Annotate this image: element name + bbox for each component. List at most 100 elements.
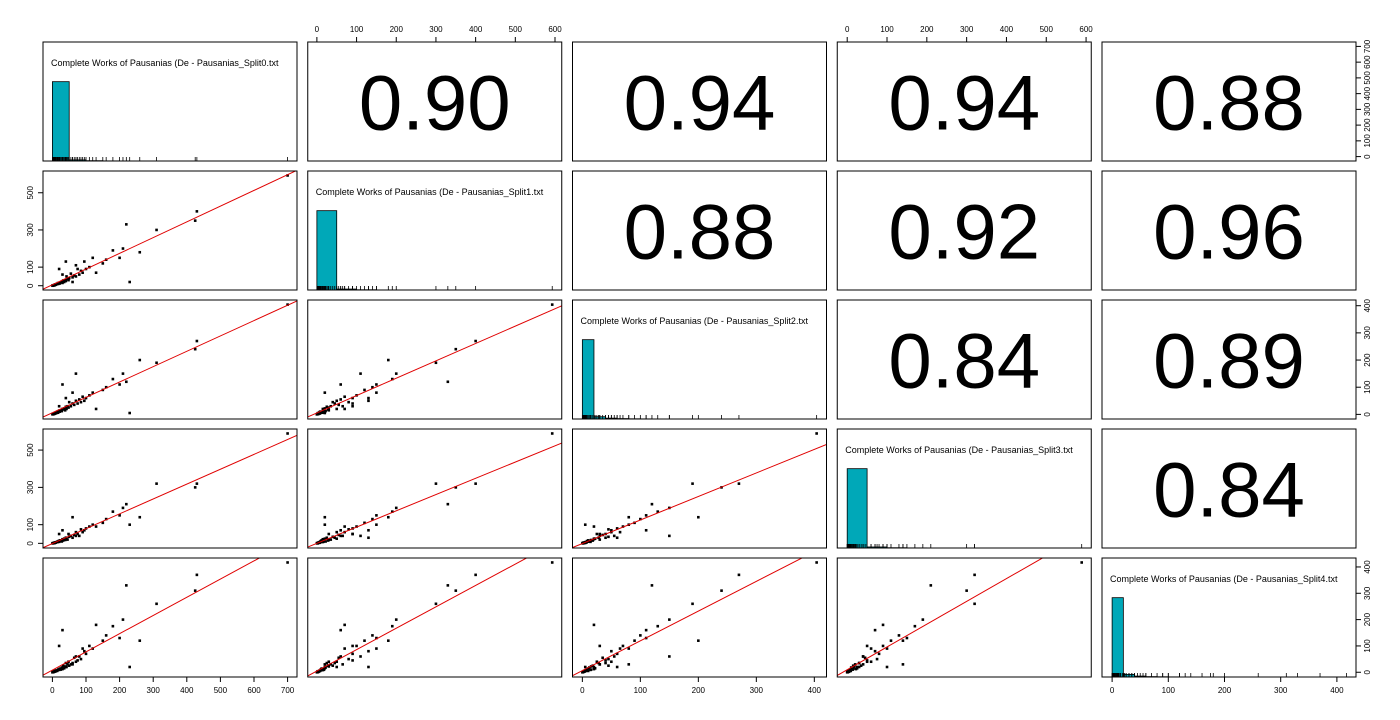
y-tick-label: 700 bbox=[1363, 39, 1372, 53]
scatter-point bbox=[69, 404, 73, 408]
scatter-point bbox=[81, 271, 84, 275]
scatter-point bbox=[91, 523, 95, 526]
scatter-point bbox=[434, 361, 438, 365]
scatter-point bbox=[286, 174, 289, 177]
panel: 0.84 bbox=[1101, 428, 1357, 549]
scatter-point bbox=[71, 663, 74, 666]
correlation-value: 0.89 bbox=[1153, 317, 1305, 405]
scatter-point bbox=[323, 407, 327, 410]
scatter-point bbox=[592, 623, 596, 627]
x-tick-label: 200 bbox=[113, 686, 127, 695]
scatter-point bbox=[390, 377, 394, 381]
scatter-point bbox=[375, 514, 378, 517]
scatter-point bbox=[325, 405, 329, 409]
scatter-point bbox=[83, 399, 86, 403]
scatter-point bbox=[76, 267, 79, 271]
scatter-point bbox=[387, 358, 390, 362]
y-tick-label: 500 bbox=[1363, 71, 1372, 85]
scatter-point bbox=[128, 411, 131, 415]
fit-line bbox=[837, 558, 1044, 676]
scatter-point bbox=[94, 407, 98, 411]
scatter-point bbox=[67, 400, 71, 404]
scatter-point bbox=[58, 667, 62, 670]
scatter-point bbox=[341, 663, 344, 666]
scatter-point bbox=[286, 432, 289, 435]
scatter-point bbox=[859, 664, 863, 667]
scatter-point bbox=[335, 665, 339, 669]
scatter-point bbox=[121, 506, 125, 510]
scatter-point bbox=[333, 536, 337, 540]
scatter-point bbox=[367, 399, 370, 403]
scatter-point bbox=[351, 532, 354, 536]
scatter-point bbox=[63, 409, 67, 412]
scatter-point bbox=[737, 573, 741, 577]
x-tick-label: 100 bbox=[1162, 686, 1176, 695]
scatter-point bbox=[359, 655, 362, 658]
scatter-point bbox=[610, 660, 613, 664]
scatter-point bbox=[67, 664, 71, 667]
scatter-point bbox=[639, 517, 642, 521]
panel-border bbox=[1101, 428, 1357, 549]
scatter-point bbox=[118, 383, 121, 386]
scatter-point bbox=[363, 639, 366, 642]
scatter-point bbox=[323, 515, 327, 519]
panel bbox=[836, 557, 1092, 678]
scatter-point bbox=[326, 664, 330, 667]
panel-border bbox=[836, 170, 1092, 291]
scatter-point bbox=[125, 223, 128, 226]
scatter-point bbox=[474, 339, 477, 343]
scatter-point bbox=[337, 403, 341, 407]
scatter-point bbox=[583, 665, 587, 669]
scatter-point bbox=[67, 406, 70, 409]
panel-border bbox=[307, 428, 563, 549]
variable-label: Complete Works of Pausanias (De - Pausan… bbox=[1110, 574, 1338, 584]
scatter-point bbox=[72, 403, 76, 407]
scatter-point bbox=[51, 412, 54, 416]
scatter-point bbox=[111, 510, 115, 513]
scatter-point bbox=[74, 660, 78, 664]
scatter-point bbox=[195, 210, 199, 213]
scatter-point bbox=[67, 276, 71, 280]
scatter-point bbox=[627, 647, 631, 650]
scatter-point bbox=[335, 660, 339, 664]
panel bbox=[572, 557, 827, 678]
scatter-point bbox=[74, 275, 78, 278]
panel-border bbox=[572, 41, 827, 162]
scatter-point bbox=[375, 391, 378, 394]
scatter-point bbox=[125, 502, 128, 506]
scatter-point bbox=[550, 303, 554, 306]
scatter-point bbox=[337, 656, 341, 660]
scatter-point bbox=[325, 536, 329, 540]
scatter-point bbox=[327, 660, 331, 664]
scatter-point bbox=[650, 584, 654, 587]
scatter-point bbox=[331, 400, 335, 404]
y-tick-label: 0 bbox=[26, 283, 35, 288]
scatter-point bbox=[650, 502, 654, 506]
scatter-point bbox=[111, 624, 115, 628]
scatter-point bbox=[367, 649, 370, 653]
scatter-point bbox=[656, 510, 660, 513]
scatter-point bbox=[193, 219, 197, 222]
scatter-point bbox=[121, 247, 125, 250]
scatter-point bbox=[367, 536, 370, 540]
y-tick-label: 0 bbox=[26, 541, 35, 546]
scatter-point bbox=[474, 482, 477, 485]
scatter-point bbox=[607, 535, 610, 539]
scatter-point bbox=[66, 663, 69, 666]
scatter-point bbox=[323, 391, 327, 394]
scatter-point bbox=[333, 661, 337, 665]
y-tick-label: 600 bbox=[1363, 55, 1372, 69]
scatter-point bbox=[335, 537, 339, 540]
scatter-point bbox=[71, 536, 74, 540]
fit-line bbox=[307, 442, 562, 548]
scatter-point bbox=[76, 532, 79, 536]
scatter-point bbox=[854, 667, 858, 671]
panel bbox=[42, 170, 298, 291]
scatter-point bbox=[633, 639, 636, 642]
scatter-point bbox=[59, 409, 63, 412]
scatter-point bbox=[595, 660, 599, 664]
scatter-point bbox=[64, 260, 68, 263]
fit-line bbox=[43, 434, 297, 548]
scatter-point bbox=[351, 659, 354, 662]
scatter-point bbox=[79, 528, 83, 531]
